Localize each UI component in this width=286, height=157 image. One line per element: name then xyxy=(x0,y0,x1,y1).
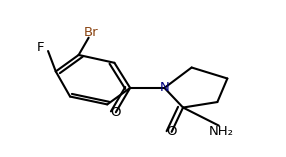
Text: Br: Br xyxy=(84,27,99,39)
Text: N: N xyxy=(160,81,169,94)
Text: O: O xyxy=(111,106,121,119)
Text: NH₂: NH₂ xyxy=(209,125,234,138)
Text: F: F xyxy=(37,41,45,54)
Text: O: O xyxy=(166,125,177,138)
